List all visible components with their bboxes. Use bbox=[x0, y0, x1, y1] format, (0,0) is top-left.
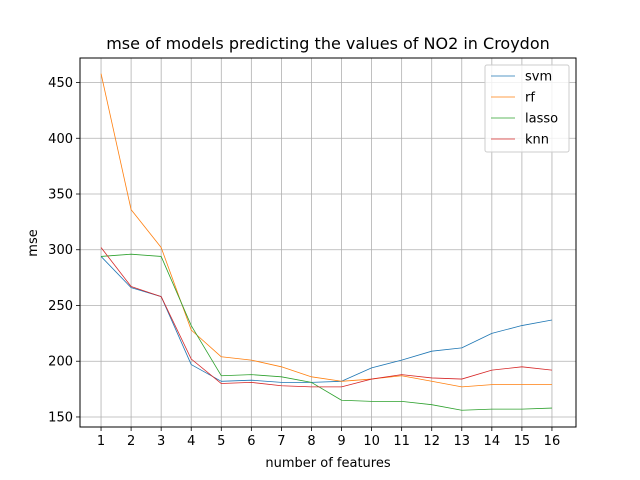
series-line-lasso bbox=[101, 253, 552, 411]
x-tick-label: 5 bbox=[217, 434, 225, 449]
y-tick-label: 300 bbox=[48, 243, 73, 258]
y-tick-label: 350 bbox=[48, 188, 73, 203]
x-tick-label: 16 bbox=[544, 434, 561, 449]
y-tick-label: 150 bbox=[48, 410, 73, 425]
y-axis-ticks: 150 200 250 300 350 400 450 bbox=[48, 76, 80, 425]
y-tick-label: 450 bbox=[48, 76, 73, 91]
x-tick-label: 7 bbox=[277, 434, 285, 449]
x-tick-label: 3 bbox=[157, 434, 165, 449]
chart-title: mse of models predicting the values of N… bbox=[106, 34, 550, 53]
legend-label-lasso: lasso bbox=[525, 112, 558, 127]
x-tick-label: 13 bbox=[453, 434, 470, 449]
y-tick-label: 400 bbox=[48, 132, 73, 147]
plot-frame bbox=[79, 57, 577, 428]
x-tick-label: 6 bbox=[247, 434, 255, 449]
grid bbox=[80, 58, 576, 427]
x-tick-label: 8 bbox=[307, 434, 315, 449]
legend-box bbox=[484, 64, 570, 153]
y-tick-label: 200 bbox=[48, 355, 73, 370]
x-tick-label: 14 bbox=[484, 434, 501, 449]
x-tick-label: 4 bbox=[187, 434, 195, 449]
series-line-knn bbox=[100, 247, 552, 388]
legend-label-knn: knn bbox=[525, 133, 549, 148]
x-tick-label: 15 bbox=[514, 434, 531, 449]
x-axis-ticks: 1 2 3 4 5 6 7 8 9 10 11 12 13 14 15 16 bbox=[97, 427, 560, 449]
y-axis-label: mse bbox=[26, 229, 41, 256]
x-tick-label: 12 bbox=[423, 434, 440, 449]
x-tick-label: 11 bbox=[393, 434, 410, 449]
series-line-svm bbox=[100, 256, 553, 383]
series-line-rf bbox=[100, 73, 552, 388]
x-tick-label: 10 bbox=[363, 434, 380, 449]
x-tick-label: 1 bbox=[97, 434, 105, 449]
legend: svm rf lasso knn bbox=[484, 64, 570, 153]
y-tick-label: 250 bbox=[48, 299, 73, 314]
x-axis-label: number of features bbox=[265, 456, 390, 471]
legend-label-rf: rf bbox=[525, 91, 535, 106]
x-tick-label: 9 bbox=[337, 434, 345, 449]
series-lines bbox=[100, 73, 553, 411]
legend-label-svm: svm bbox=[525, 70, 552, 85]
x-tick-label: 2 bbox=[127, 434, 135, 449]
